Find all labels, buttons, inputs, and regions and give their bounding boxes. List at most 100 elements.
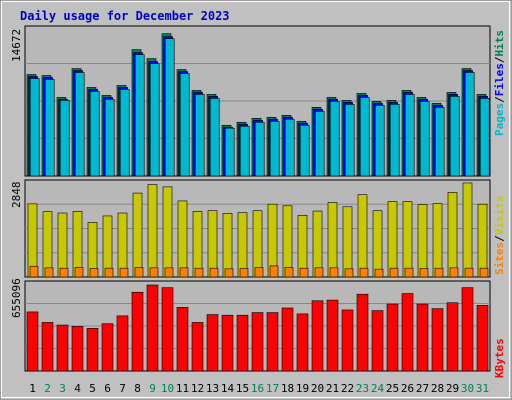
- bar-kbytes-day-19: [296, 313, 309, 372]
- day-label-12: 12: [191, 382, 204, 395]
- bar-kbytes-day-11: [176, 307, 189, 372]
- bar-kbytes-day-31: [476, 305, 489, 372]
- bar-pages-day-20: [314, 111, 325, 177]
- bar-pages-day-25: [389, 104, 400, 177]
- bar-sites-day-14: [224, 268, 234, 278]
- bar-sites-day-23: [359, 267, 369, 278]
- bar-pages-day-27: [419, 101, 430, 177]
- bar-pages-day-18: [284, 118, 295, 177]
- day-label-29: 29: [446, 382, 459, 395]
- day-label-18: 18: [281, 382, 294, 395]
- bar-pages-day-9: [149, 63, 160, 177]
- bar-sites-day-3: [59, 267, 69, 278]
- day-labels: 1 2 3 4 5 6 7 8 9 10 11 12 13 14 15 16 17 18 19 20 21 22 23 24 2…: [29, 382, 489, 395]
- bar-sites-day-20: [314, 267, 324, 278]
- bar-visits-day-27: [417, 204, 428, 278]
- bar-kbytes-day-6: [101, 323, 114, 372]
- bar-visits-day-12: [192, 211, 203, 278]
- bar-visits-day-23: [357, 194, 368, 278]
- bar-sites-day-21: [329, 267, 339, 278]
- day-label-3: 3: [59, 382, 66, 395]
- bar-kbytes-day-24: [371, 310, 384, 372]
- day-label-6: 6: [104, 382, 111, 395]
- bar-kbytes-day-5: [86, 328, 99, 372]
- legend-kbytes: KBytes: [493, 338, 506, 378]
- bar-pages-day-4: [74, 72, 85, 177]
- bar-kbytes-day-27: [416, 303, 429, 372]
- day-label-31: 31: [476, 382, 489, 395]
- bar-pages-day-30: [464, 72, 475, 177]
- middle-max-label: 2848: [10, 182, 23, 209]
- bar-kbytes-day-30: [461, 287, 474, 372]
- day-label-25: 25: [386, 382, 399, 395]
- bar-sites-day-9: [149, 267, 159, 278]
- bar-pages-day-28: [434, 107, 445, 177]
- legend-files: Files: [493, 63, 506, 96]
- bar-kbytes-day-10: [161, 287, 174, 372]
- bar-visits-day-24: [372, 210, 383, 278]
- bar-pages-day-22: [344, 104, 355, 177]
- bar-pages-day-6: [104, 99, 115, 177]
- legend-pages: Pages: [493, 103, 506, 136]
- bar-visits-day-8: [132, 192, 143, 278]
- bar-kbytes-day-8: [131, 291, 144, 372]
- bar-visits-day-26: [402, 201, 413, 278]
- legend-visits: Visits: [493, 196, 506, 236]
- bar-visits-day-19: [297, 214, 308, 278]
- bar-sites-day-27: [419, 268, 429, 278]
- bar-sites-day-1: [29, 265, 39, 278]
- bar-sites-day-30: [464, 267, 474, 278]
- bar-pages-day-26: [404, 94, 415, 177]
- bar-kbytes-day-9: [146, 284, 159, 372]
- bar-pages-day-12: [194, 94, 205, 177]
- bar-visits-day-20: [312, 210, 323, 278]
- bar-kbytes-day-7: [116, 315, 129, 372]
- bar-sites-day-4: [74, 267, 84, 278]
- bar-kbytes-day-14: [221, 314, 234, 372]
- bar-pages-day-11: [179, 73, 190, 177]
- panel-hits-files-pages: [24, 25, 491, 177]
- bar-sites-day-11: [179, 267, 189, 278]
- bar-kbytes-day-3: [56, 324, 69, 372]
- day-label-24: 24: [371, 382, 385, 395]
- bar-sites-day-2: [44, 267, 54, 278]
- bar-pages-day-16: [254, 121, 265, 177]
- bar-visits-day-22: [342, 206, 353, 278]
- legend-visits-sites: Sites/Visits: [493, 196, 506, 276]
- day-label-27: 27: [416, 382, 429, 395]
- day-label-26: 26: [401, 382, 414, 395]
- bar-pages-day-24: [374, 105, 385, 177]
- bar-sites-day-19: [299, 267, 309, 278]
- bar-kbytes-day-13: [206, 314, 219, 372]
- day-label-7: 7: [119, 382, 126, 395]
- bar-pages-day-8: [134, 54, 145, 177]
- bar-sites-day-18: [284, 267, 294, 278]
- legend-top-text: Pages/Files/Hits: [493, 30, 506, 136]
- day-label-14: 14: [221, 382, 235, 395]
- bar-visits-day-4: [72, 211, 83, 278]
- bar-visits-day-7: [117, 212, 128, 278]
- bar-pages-day-17: [269, 120, 280, 177]
- day-label-30: 30: [461, 382, 474, 395]
- bar-kbytes-day-21: [326, 299, 339, 372]
- bar-visits-day-15: [237, 212, 248, 278]
- bar-visits-day-18: [282, 205, 293, 278]
- day-label-15: 15: [236, 382, 249, 395]
- bar-kbytes-day-15: [236, 314, 249, 372]
- bar-kbytes-day-1: [26, 311, 39, 372]
- bar-visits-day-28: [432, 203, 443, 278]
- day-label-20: 20: [311, 382, 324, 395]
- bar-visits-day-31: [477, 203, 488, 278]
- legend-hits-files-pages: Pages/Files/Hits: [493, 30, 506, 136]
- bar-sites-day-24: [374, 268, 384, 278]
- bar-kbytes-day-12: [191, 322, 204, 372]
- bar-pages-day-21: [329, 101, 340, 177]
- bar-sites-day-29: [449, 267, 459, 278]
- bar-visits-day-21: [327, 202, 338, 278]
- bar-pages-day-15: [239, 125, 250, 177]
- bar-kbytes-day-29: [446, 302, 459, 372]
- bar-sites-day-26: [404, 267, 414, 278]
- bar-pages-day-3: [59, 100, 70, 177]
